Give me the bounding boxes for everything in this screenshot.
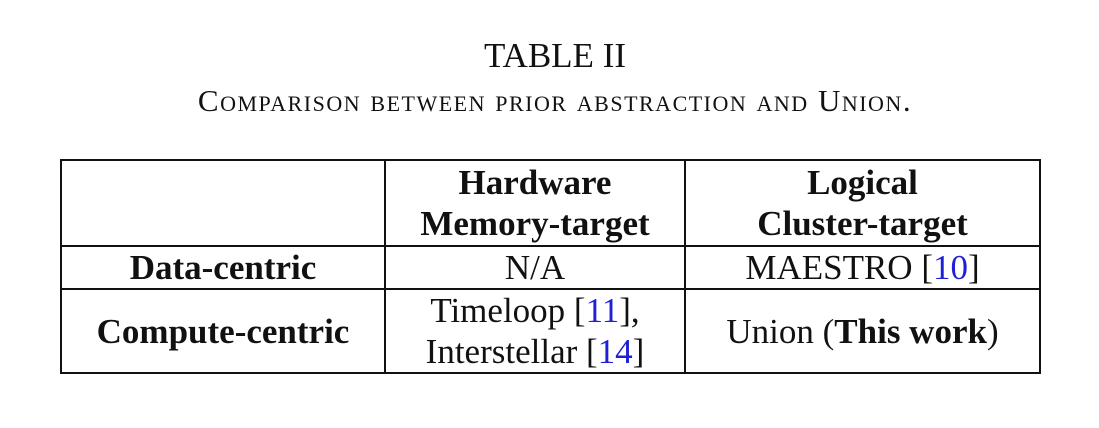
citation-link-11[interactable]: 11 xyxy=(585,291,620,330)
union-suffix: ) xyxy=(986,311,999,351)
row-label-compute-centric: Compute-centric xyxy=(60,288,386,374)
timeloop-text: Timeloop xyxy=(430,291,566,330)
cell-data-centric-hardware: N/A xyxy=(384,245,686,290)
cell-compute-centric-logical: Union (This work) xyxy=(684,288,1041,374)
table-header-row: Hardware Memory-target Logical Cluster-t… xyxy=(60,159,1041,247)
cell-compute-centric-hardware: Timeloop [11], Interstellar [14] xyxy=(384,288,686,374)
interstellar-entry: Interstellar [14] xyxy=(425,332,645,371)
header-hardware-line2: Memory-target xyxy=(420,204,650,243)
table-caption-text: Comparison between prior abstraction and… xyxy=(197,83,913,118)
header-logical-line2: Cluster-target xyxy=(757,204,968,243)
comparison-table: Hardware Memory-target Logical Cluster-t… xyxy=(60,159,1041,374)
interstellar-text: Interstellar xyxy=(425,332,578,371)
header-logical-cluster-target: Logical Cluster-target xyxy=(684,159,1041,247)
table-row: Data-centric N/A MAESTRO [10] xyxy=(60,245,1041,290)
header-hardware-line1: Hardware xyxy=(458,163,612,202)
timeloop-entry: Timeloop [11], xyxy=(430,291,640,330)
table-caption-label: TABLE II xyxy=(483,36,627,75)
header-corner-cell xyxy=(60,159,386,247)
table-row: Compute-centric Timeloop [11], Interstel… xyxy=(60,288,1041,374)
citation-link-14[interactable]: 14 xyxy=(597,332,633,371)
header-logical-line1: Logical xyxy=(807,163,918,202)
union-prefix: Union ( xyxy=(726,311,835,351)
row-label-data-centric: Data-centric xyxy=(60,245,386,290)
cell-data-centric-logical: MAESTRO [10] xyxy=(684,245,1041,290)
header-hardware-memory-target: Hardware Memory-target xyxy=(384,159,686,247)
maestro-text: MAESTRO xyxy=(745,248,913,287)
citation-link-10[interactable]: 10 xyxy=(933,248,968,287)
this-work-text: This work xyxy=(834,311,987,351)
